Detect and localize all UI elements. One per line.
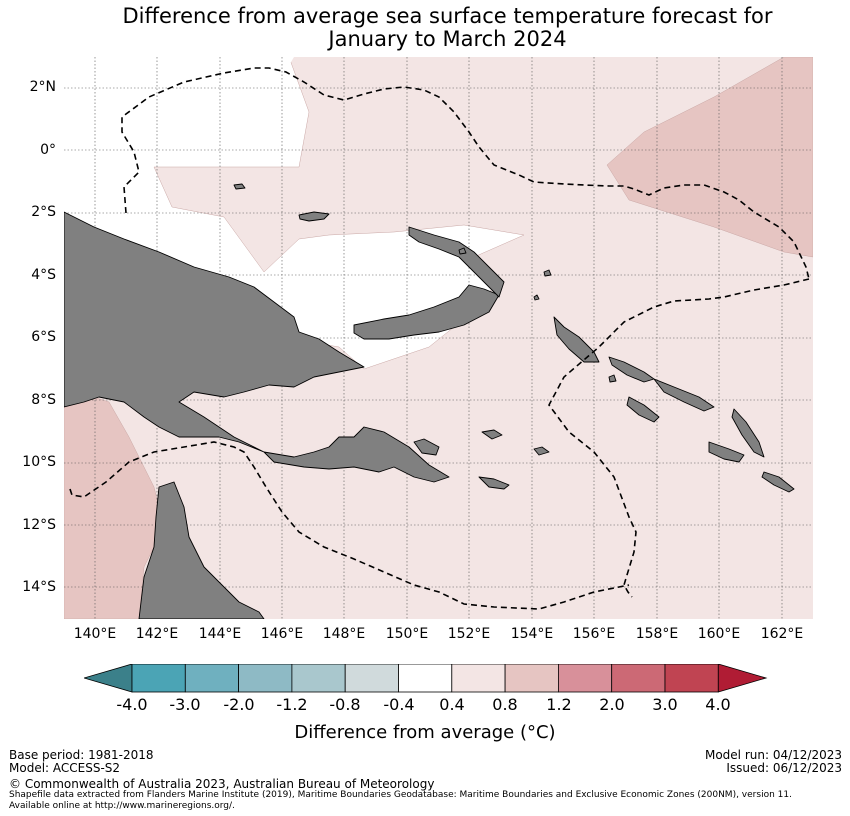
colorbar-tick: -2.0: [223, 695, 255, 714]
colorbar-tick: 1.2: [546, 695, 572, 714]
colorbar-segment-5: [344, 664, 399, 693]
mussau-island: [233, 183, 246, 190]
lat-label-10s: 10°S: [22, 454, 56, 470]
lat-label-2s: 2°S: [31, 204, 56, 220]
lon-label-142e: 142°E: [135, 626, 179, 642]
colorbar-segment-7: [451, 664, 506, 693]
lat-label-2n: 2°N: [29, 79, 56, 95]
colorbar: [84, 664, 768, 693]
cape-york-landmass: [138, 481, 265, 619]
shapefile-credit-line-2: Available online at http://www.marinereg…: [9, 801, 235, 811]
colorbar-tick: 0.4: [439, 695, 465, 714]
guadalcanal-island: [708, 441, 745, 463]
woodlark-island: [533, 446, 550, 456]
lat-label-8s: 8°S: [31, 392, 56, 408]
eez-png-solomon-boundary: [548, 278, 810, 598]
colorbar-tick: 2.0: [599, 695, 625, 714]
colorbar-label: Difference from average (°C): [294, 722, 556, 743]
lon-label-162e: 162°E: [760, 626, 804, 642]
colorbar-segment-11: [664, 664, 719, 693]
malaita-island: [731, 408, 765, 458]
lon-label-158e: 158°E: [635, 626, 679, 642]
colorbar-segment-3: [238, 664, 293, 693]
lon-label-140e: 140°E: [73, 626, 117, 642]
lon-label-152e: 152°E: [447, 626, 491, 642]
anomaly-region-0.8-1.2-northeast: [606, 57, 813, 258]
lat-label-0: 0°: [40, 142, 56, 158]
colorbar-high-arrow: [717, 664, 768, 693]
sst-anomaly-map: [64, 57, 813, 619]
colorbar-tick: -4.0: [116, 695, 148, 714]
lon-label-156e: 156°E: [572, 626, 616, 642]
lon-label-154e: 154°E: [510, 626, 554, 642]
colorbar-segment-6: [398, 664, 453, 693]
colorbar-tick: -3.0: [169, 695, 201, 714]
neutral-region-north: [64, 57, 294, 217]
model-text: Model: ACCESS-S2: [9, 761, 121, 775]
new-guinea-landmass: [64, 211, 450, 483]
colorbar-low-arrow: [84, 664, 133, 693]
lon-label-160e: 160°E: [697, 626, 741, 642]
lat-label-12s: 12°S: [22, 517, 56, 533]
colorbar-tick: -0.8: [329, 695, 361, 714]
copyright-text: © Commonwealth of Australia 2023, Austra…: [9, 777, 435, 791]
land: [64, 183, 795, 619]
lon-label-150e: 150°E: [385, 626, 429, 642]
lon-label-146e: 146°E: [260, 626, 304, 642]
lon-label-144e: 144°E: [198, 626, 242, 642]
colorbar-tick: 3.0: [652, 695, 678, 714]
lat-label-14s: 14°S: [22, 579, 56, 595]
eez-boundaries: [69, 67, 810, 610]
new-ireland-island: [408, 226, 505, 298]
louisiade-island: [478, 476, 510, 490]
colorbar-tick: -1.2: [276, 695, 308, 714]
colorbar-segment-2: [184, 664, 240, 693]
colorbar-segment-4: [291, 664, 346, 693]
eez-png-australia-boundary: [69, 441, 630, 610]
colorbar-segment-8: [504, 664, 559, 693]
chart-title-line-1: Difference from average sea surface temp…: [122, 4, 773, 28]
manus-island: [298, 211, 330, 222]
eez-png-boundary: [121, 67, 810, 280]
choiseul-island: [608, 356, 655, 383]
model-run-text: Model run: 04/12/2023: [704, 748, 842, 762]
issued-text: Issued: 06/12/2023: [726, 761, 842, 775]
lat-label-4s: 4°S: [31, 267, 56, 283]
colorbar-tick: 0.8: [492, 695, 518, 714]
colorbar-segment-1: [131, 664, 186, 693]
lat-label-6s: 6°S: [31, 329, 56, 345]
shapefile-credit-line-1: Shapefile data extracted from Flanders M…: [9, 790, 792, 800]
new-britain-island: [353, 284, 500, 340]
base-period-text: Base period: 1981-2018: [9, 748, 154, 762]
colorbar-tick: -0.4: [383, 695, 415, 714]
new-georgia-island: [626, 396, 660, 423]
bougainville-island: [553, 316, 600, 363]
trobriand-island: [481, 429, 503, 440]
lon-label-148e: 148°E: [322, 626, 366, 642]
makira-island: [761, 471, 795, 493]
santa-isabel-island: [653, 378, 715, 412]
dentrecasteaux-islands: [413, 438, 440, 456]
chart-title-line-2: January to March 2024: [328, 27, 567, 51]
colorbar-segment-9: [557, 664, 613, 693]
colorbar-segment-10: [611, 664, 666, 693]
colorbar-tick: 4.0: [705, 695, 731, 714]
